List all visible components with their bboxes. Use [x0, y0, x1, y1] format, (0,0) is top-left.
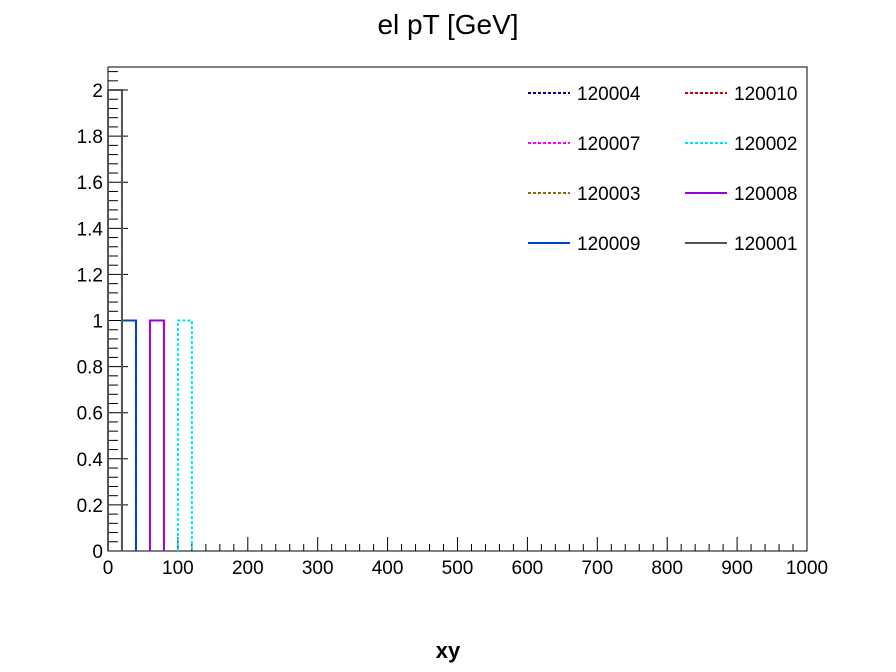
y-tick-label: 0.6 — [77, 404, 103, 425]
legend-label: 120004 — [577, 84, 641, 105]
legend-label: 120008 — [734, 184, 797, 205]
x-tick-label: 700 — [581, 558, 613, 579]
y-tick-label: 1.8 — [77, 127, 103, 148]
bar-120001 — [107, 89, 123, 551]
legend-label: 120009 — [577, 234, 640, 255]
x-tick-label: 500 — [442, 558, 474, 579]
bar-120009 — [120, 319, 137, 551]
legend-label: 120002 — [734, 134, 797, 155]
x-tick-label: 200 — [232, 558, 264, 579]
x-axis: 0 100 200 300 400 500 600 700 800 900 1000 — [103, 537, 828, 579]
y-tick-label: 0 — [92, 542, 103, 563]
x-tick-label: 800 — [651, 558, 683, 579]
y-axis: 0 0.2 0.4 0.6 0.8 1 1.2 1.4 1.6 1.8 2 — [77, 71, 128, 563]
x-tick-label: 1000 — [786, 558, 828, 579]
x-axis-label: xy — [436, 638, 461, 663]
bar-120008 — [148, 319, 165, 551]
legend-label: 120007 — [577, 134, 640, 155]
bar-120004 — [120, 319, 137, 551]
x-tick-label: 300 — [302, 558, 334, 579]
x-tick-label: 0 — [103, 558, 114, 579]
series-bars — [107, 89, 193, 551]
legend-label: 120010 — [734, 84, 797, 105]
y-tick-label: 1 — [92, 312, 103, 333]
y-tick-label: 0.4 — [77, 450, 104, 471]
chart-title: el pT [GeV] — [377, 9, 518, 40]
bar-120002 — [176, 319, 193, 551]
x-tick-label: 900 — [721, 558, 753, 579]
plot-frame — [107, 66, 808, 552]
y-tick-label: 1.2 — [77, 265, 103, 286]
y-tick-label: 0.2 — [77, 496, 103, 517]
y-tick-label: 1.6 — [77, 173, 103, 194]
legend-label: 120001 — [734, 234, 797, 255]
y-tick-label: 2 — [92, 81, 103, 102]
x-tick-label: 100 — [162, 558, 194, 579]
x-tick-label: 400 — [372, 558, 404, 579]
legend-label: 120003 — [577, 184, 640, 205]
y-tick-label: 0.8 — [77, 358, 103, 379]
legend: 120004 120010 120007 120002 120003 120008 1200… — [528, 84, 797, 255]
x-tick-label: 600 — [512, 558, 544, 579]
y-tick-label: 1.4 — [77, 219, 104, 240]
